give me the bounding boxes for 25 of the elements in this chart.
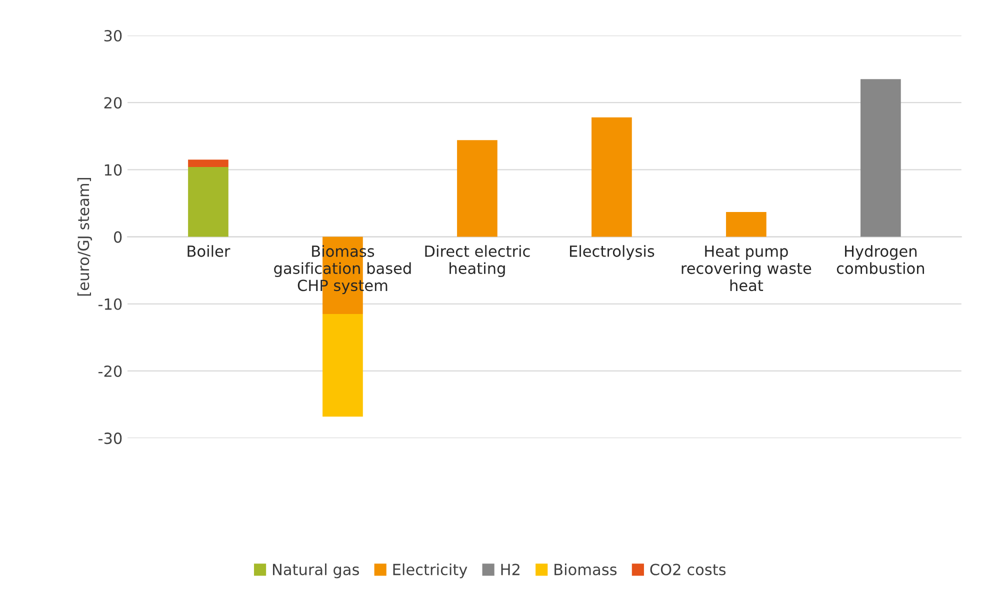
legend-label: Natural gas (272, 563, 359, 578)
bar (860, 79, 901, 237)
x-tick-label: Heat pump recovering waste heat (682, 246, 812, 292)
x-tick-label: Hydrogen combustion (836, 245, 924, 274)
y-tick-label: 20 (104, 97, 122, 109)
bar (592, 117, 632, 237)
x-tick-label: Electrolysis (570, 245, 654, 260)
legend-label: H2 (501, 564, 520, 576)
y-tick-label: -20 (98, 365, 122, 378)
bar (188, 167, 228, 237)
y-tick-label: 30 (104, 30, 122, 42)
y-tick-label: -30 (98, 432, 122, 444)
y-axis-title: [euro/GJ steam] (77, 178, 92, 296)
bar (188, 160, 228, 168)
x-tick-label: Direct electric heating (425, 245, 530, 278)
legend-label: Biomass (554, 563, 617, 576)
y-tick-label: 10 (104, 164, 122, 176)
y-tick-label: 0 (114, 231, 122, 243)
x-tick-label: Boiler (188, 245, 230, 257)
y-tick-label: -10 (98, 298, 122, 310)
bar (726, 212, 766, 237)
bar (457, 140, 498, 237)
bar (322, 314, 363, 417)
legend-label: Electricity (393, 563, 468, 578)
legend-label: CO2 costs (650, 564, 726, 576)
